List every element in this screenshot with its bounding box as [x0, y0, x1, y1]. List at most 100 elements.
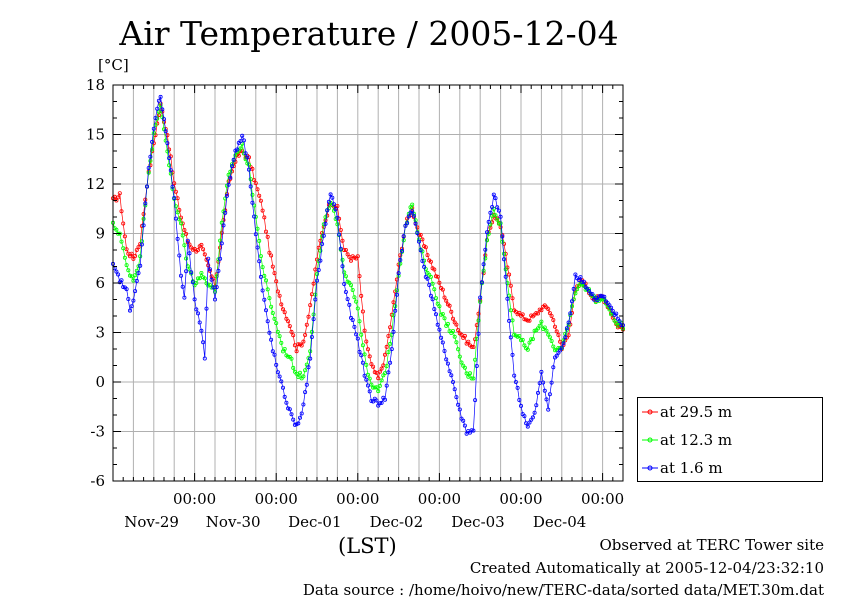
data-point — [539, 319, 544, 324]
data-point — [388, 360, 393, 365]
data-point — [467, 371, 472, 376]
data-point — [177, 253, 182, 258]
data-point — [116, 195, 121, 200]
data-point — [519, 338, 524, 343]
chart-title: Air Temperature / 2005-12-04 — [119, 14, 619, 53]
data-point — [401, 234, 406, 239]
data-point — [192, 246, 197, 251]
data-point — [267, 296, 272, 301]
data-point — [326, 199, 331, 204]
data-point — [452, 334, 457, 339]
data-point — [440, 311, 445, 316]
data-point — [202, 356, 207, 361]
data-point — [117, 191, 122, 196]
data-point — [129, 274, 134, 279]
data-point — [343, 247, 348, 252]
data-point — [309, 334, 314, 339]
data-point — [432, 267, 437, 272]
data-point — [405, 221, 410, 226]
data-point — [481, 268, 486, 273]
data-point — [517, 333, 522, 338]
data-point — [382, 397, 387, 402]
data-point — [573, 272, 578, 277]
data-point — [473, 398, 478, 403]
data-point — [318, 238, 323, 243]
data-point — [265, 234, 270, 239]
data-point — [539, 369, 544, 374]
data-point — [262, 297, 267, 302]
data-point — [564, 326, 569, 331]
data-point — [124, 263, 129, 268]
data-point — [355, 336, 360, 341]
data-point — [192, 297, 197, 302]
x-tick-date-label: Dec-01 — [288, 513, 341, 531]
y-tick-label: 6 — [95, 274, 105, 292]
data-point — [301, 374, 306, 379]
legend-label-12-3m: at 12.3 m — [660, 431, 733, 449]
data-point — [609, 305, 614, 310]
data-point — [187, 251, 192, 256]
data-point — [547, 392, 552, 397]
data-point — [258, 274, 263, 279]
data-point — [139, 242, 144, 247]
data-point — [474, 363, 479, 368]
data-point — [219, 241, 224, 246]
data-point — [454, 322, 459, 327]
data-point — [534, 310, 539, 315]
data-point — [340, 264, 345, 269]
x-tick-date-label: Dec-02 — [370, 513, 423, 531]
data-point — [350, 287, 355, 292]
data-point — [500, 234, 505, 239]
data-point — [364, 377, 369, 382]
data-point — [547, 335, 552, 340]
data-point — [437, 327, 442, 332]
data-point — [218, 238, 223, 243]
data-point — [343, 274, 348, 279]
data-point — [269, 304, 274, 309]
data-point — [221, 223, 226, 228]
data-point — [303, 332, 308, 337]
data-point — [338, 246, 343, 251]
data-point — [415, 225, 420, 230]
data-point — [423, 245, 428, 250]
data-point — [119, 239, 124, 244]
data-point — [367, 376, 372, 381]
data-point — [180, 284, 185, 289]
data-point — [252, 178, 257, 183]
data-point — [173, 216, 178, 221]
data-point — [180, 233, 185, 238]
data-point — [209, 277, 214, 282]
data-point — [318, 258, 323, 263]
data-point — [563, 335, 568, 340]
data-point — [218, 256, 223, 261]
data-point — [447, 303, 452, 308]
data-point — [316, 267, 321, 272]
data-point — [365, 372, 370, 377]
data-point — [279, 302, 284, 307]
data-point — [124, 287, 129, 292]
data-point — [519, 403, 524, 408]
data-point — [133, 253, 138, 258]
data-point — [289, 412, 294, 417]
data-point — [416, 239, 421, 244]
data-point — [299, 343, 304, 348]
data-point — [588, 291, 593, 296]
data-point — [495, 205, 500, 210]
footer-site: Observed at TERC Tower site — [599, 536, 824, 554]
data-point — [311, 281, 316, 286]
data-point — [510, 296, 515, 301]
x-tick-time-label: 00:00 — [499, 490, 542, 508]
data-point — [462, 333, 467, 338]
data-point — [433, 312, 438, 317]
data-point — [190, 280, 195, 285]
data-point — [522, 317, 527, 322]
data-point — [348, 283, 353, 288]
data-point — [413, 218, 418, 223]
x-axis-label: (LST) — [338, 534, 397, 558]
data-point — [525, 424, 530, 429]
data-point — [354, 299, 359, 304]
data-point — [391, 300, 396, 305]
x-tick-time-label: 00:00 — [173, 490, 216, 508]
data-point — [133, 273, 138, 278]
data-point — [532, 410, 537, 415]
